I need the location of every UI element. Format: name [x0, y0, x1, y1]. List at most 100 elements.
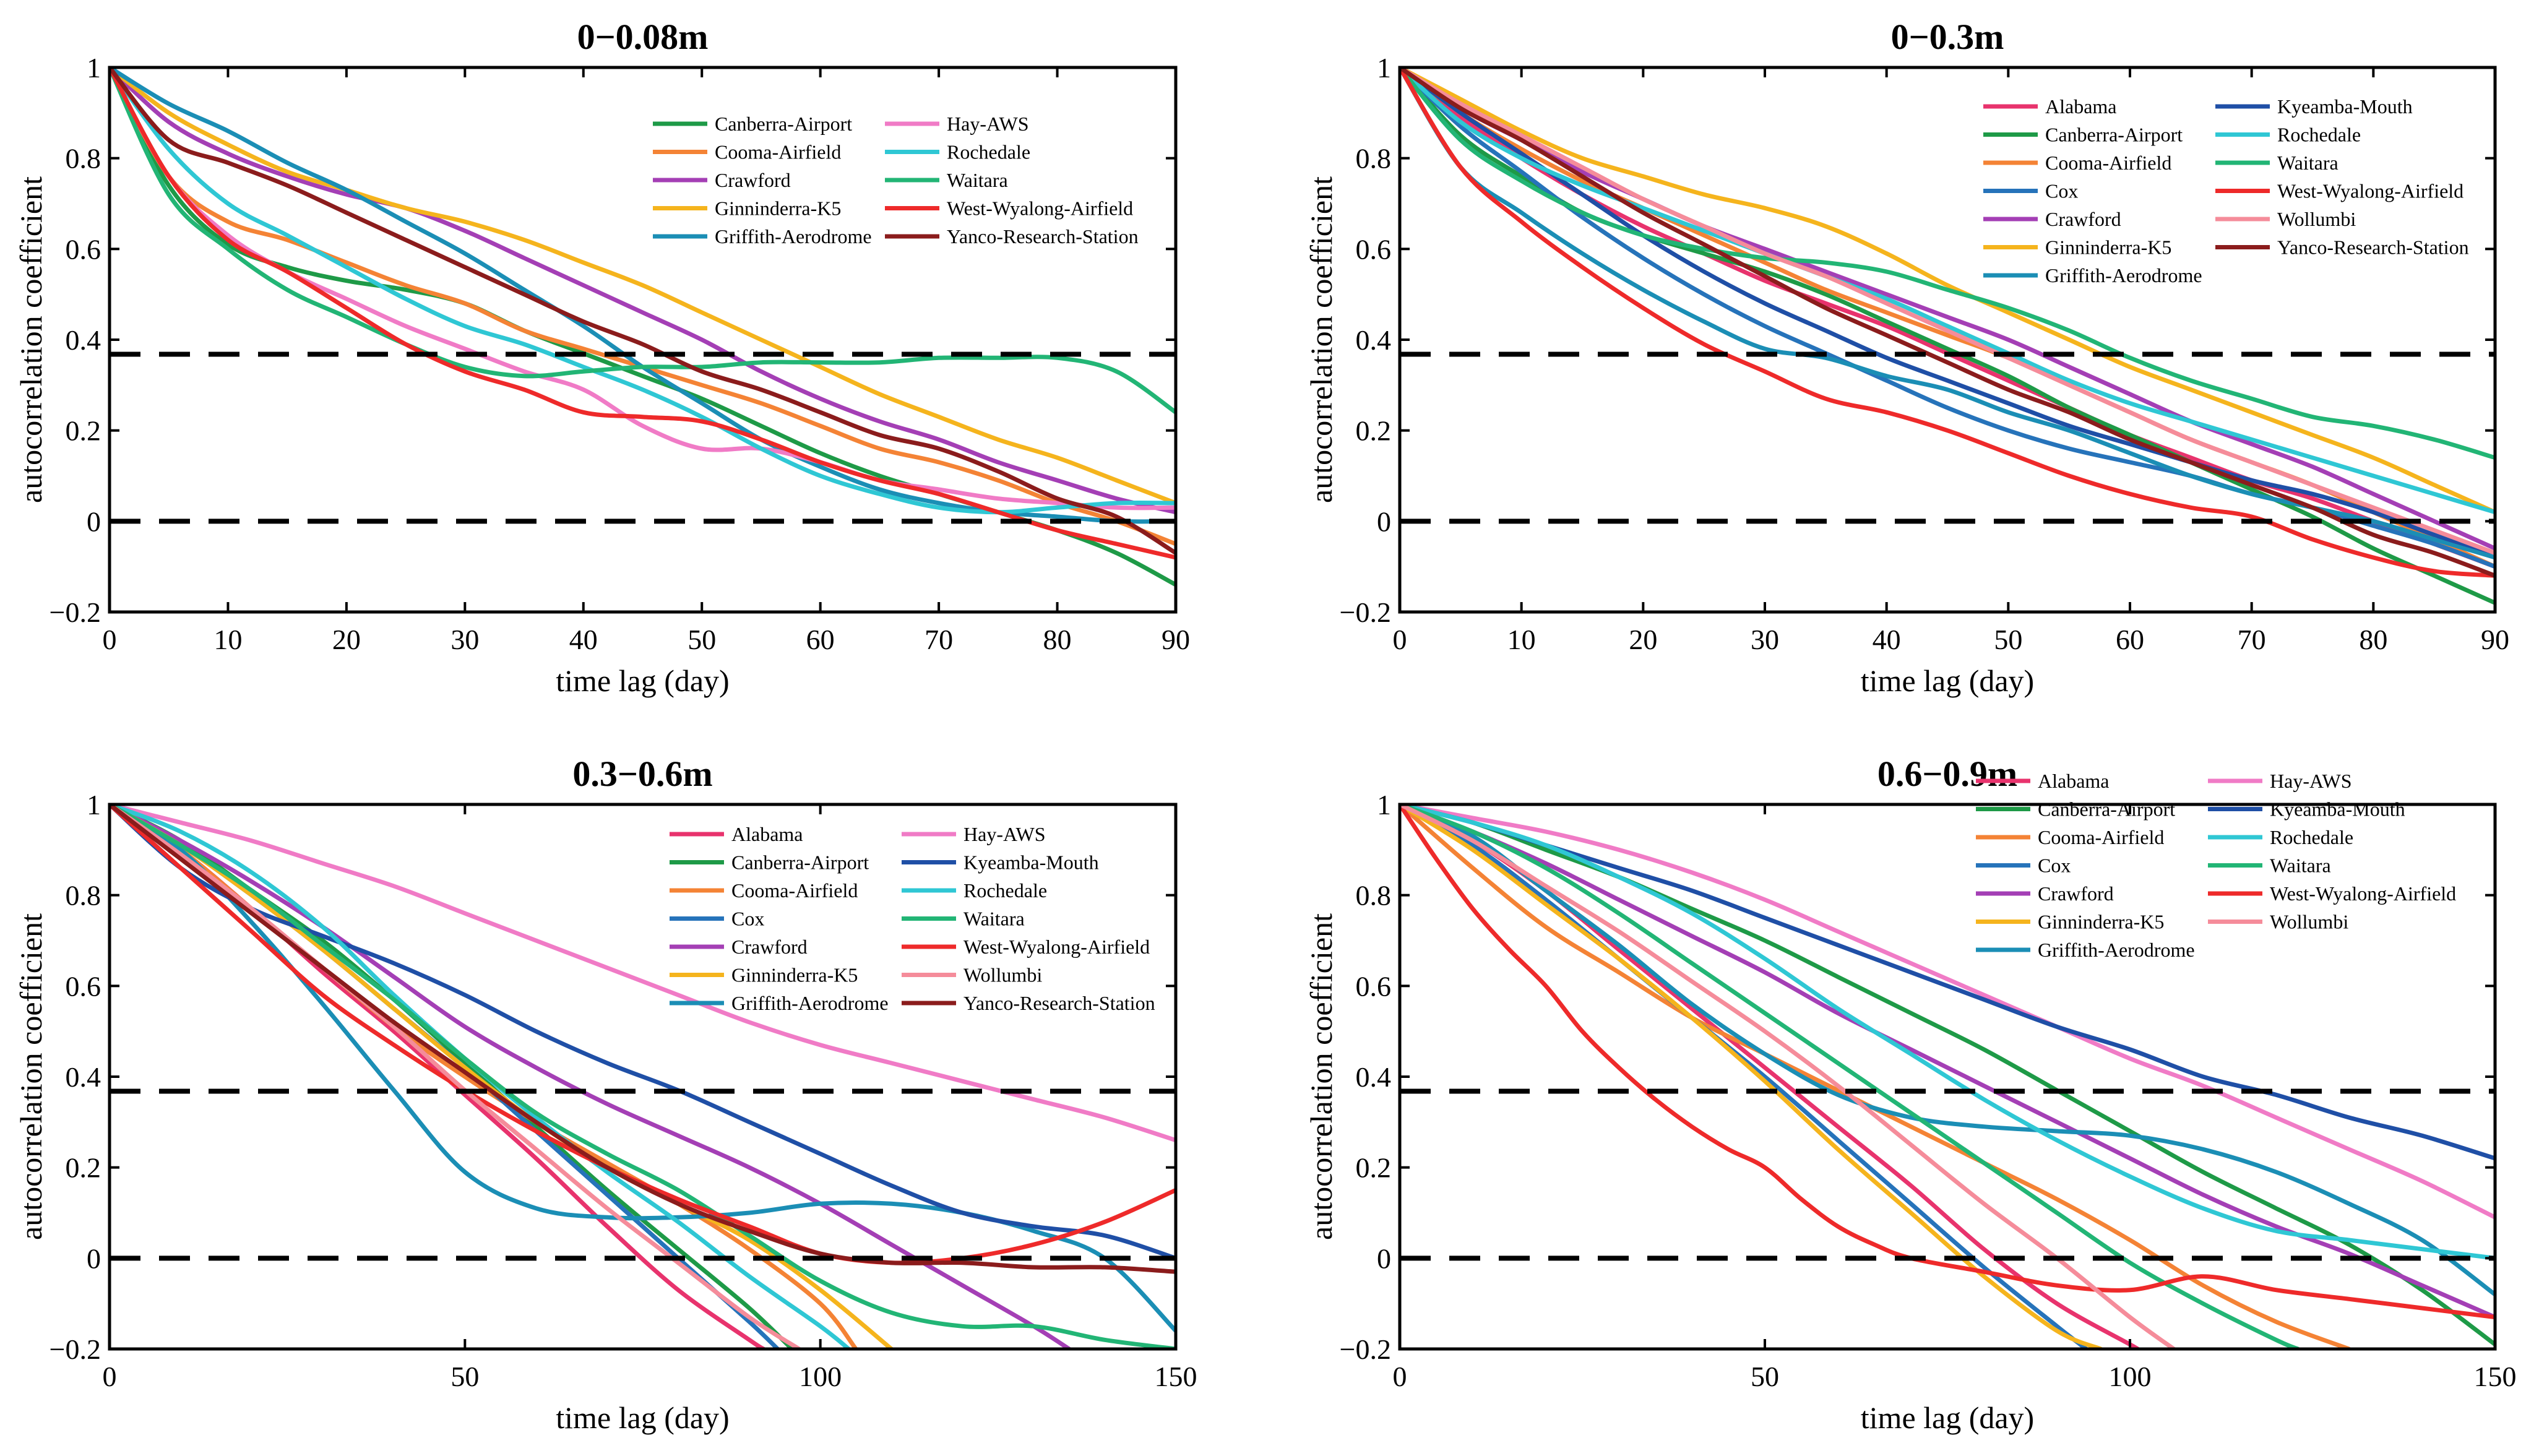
- y-tick-label: 0: [1377, 1243, 1391, 1274]
- x-tick-label: 60: [806, 624, 835, 655]
- series-line-rochedale: [1400, 67, 2495, 515]
- legend-entry: Hay-AWS: [2270, 770, 2352, 792]
- legend-entry: Kyeamba-Mouth: [2270, 798, 2405, 821]
- legend-entry: Canberra-Airport: [715, 113, 852, 135]
- y-tick-label: −0.2: [50, 1333, 101, 1365]
- legend-entry: Alabama: [2045, 95, 2117, 118]
- series-line-kyeamba-mouth: [110, 804, 1176, 1260]
- series-line-crawford: [1400, 804, 2495, 1320]
- y-tick-label: 0.2: [1356, 415, 1392, 447]
- y-tick-label: 0.6: [1356, 970, 1392, 1002]
- legend-entry: Alabama: [2038, 770, 2110, 792]
- legend-entry: West-Wyalong-Airfield: [963, 936, 1150, 958]
- series-line-alabama: [1400, 804, 2140, 1349]
- series-line-canberra-airport: [1400, 804, 2495, 1347]
- y-tick-label: 0.2: [1356, 1152, 1392, 1184]
- legend-entry: Cooma-Airfield: [2038, 826, 2164, 848]
- x-tick-label: 30: [1751, 624, 1779, 655]
- legend-entry: Canberra-Airport: [2045, 124, 2183, 146]
- y-tick-label: 0.2: [66, 415, 101, 447]
- series-group: [1400, 67, 2495, 605]
- x-tick-label: 60: [2116, 624, 2144, 655]
- legend-entry: Waitara: [963, 908, 1025, 930]
- y-tick-label: 0.4: [1356, 1061, 1392, 1093]
- series-line-ginninderra-k5: [1400, 67, 2495, 515]
- x-tick-label: 10: [213, 624, 242, 655]
- legend-entry: Cooma-Airfield: [731, 879, 858, 902]
- y-tick-label: 0.6: [66, 970, 101, 1002]
- legend-entry: Rochedale: [963, 879, 1047, 902]
- chart-panel-2: 0−0.3m0 10 20 30 40 50 60 70 80 90−0.200.20.40.60…: [1304, 17, 2509, 698]
- x-tick-label: 100: [2109, 1361, 2152, 1392]
- y-tick-label: 0.6: [66, 233, 101, 265]
- x-tick-label: 20: [1629, 624, 1657, 655]
- legend-entry: Rochedale: [2270, 826, 2353, 848]
- series-line-waitara: [1400, 804, 2300, 1349]
- legend-entry: Griffith-Aerodrome: [2045, 264, 2202, 286]
- legend-entry: Canberra-Airport: [2038, 798, 2175, 821]
- series-line-ginninderra-k5: [110, 67, 1176, 506]
- y-tick-label: 0: [87, 1243, 101, 1274]
- series-line-west-wyalong-airfield: [1400, 804, 2495, 1320]
- legend-entry: Griffith-Aerodrome: [731, 992, 889, 1014]
- y-tick-label: 0.4: [66, 324, 101, 356]
- legend-entry: Griffith-Aerodrome: [715, 225, 872, 248]
- legend-entry: Griffith-Aerodrome: [2038, 939, 2195, 961]
- series-line-crawford: [1400, 67, 2495, 551]
- series-line-rochedale: [1400, 804, 2495, 1260]
- y-tick-label: 0.2: [66, 1152, 101, 1184]
- series-line-cox: [1400, 804, 2088, 1349]
- y-tick-label: 1: [1377, 789, 1391, 821]
- y-tick-label: 0.6: [1356, 233, 1392, 265]
- legend-entry: Yanco-Research-Station: [947, 225, 1139, 248]
- y-axis-label: autocorrelation coefficient: [1304, 176, 1338, 503]
- legend-entry: Cooma-Airfield: [2045, 152, 2171, 174]
- chart-title: 0.6−0.9m: [1877, 754, 2017, 794]
- legend-entry: Crawford: [731, 936, 808, 958]
- x-tick-label: 50: [1994, 624, 2022, 655]
- series-line-griffith-aerodrome: [1400, 804, 2495, 1297]
- x-axis-label: time lag (day): [556, 1400, 729, 1435]
- legend: Alabama Canberra-Airport Cooma-Airfield Cox…: [1983, 95, 2469, 286]
- y-tick-label: 0.8: [1356, 143, 1392, 174]
- y-tick-label: 1: [1377, 52, 1391, 84]
- legend-entry: West-Wyalong-Airfield: [2277, 180, 2463, 202]
- legend-entry: Kyeamba-Mouth: [963, 851, 1099, 874]
- x-tick-label: 30: [450, 624, 479, 655]
- legend: Alabama Canberra-Airport Cooma-Airfield Cox…: [670, 823, 1155, 1014]
- legend-entry: Ginninderra-K5: [731, 964, 858, 986]
- x-axis-label: time lag (day): [556, 663, 729, 698]
- chart-title: 0−0.08m: [577, 17, 709, 57]
- legend-entry: Yanco-Research-Station: [2277, 236, 2469, 259]
- x-tick-label: 10: [1507, 624, 1536, 655]
- y-tick-label: 0.4: [66, 1061, 101, 1093]
- legend-entry: Cox: [731, 908, 764, 930]
- x-tick-label: 90: [2481, 624, 2509, 655]
- series-line-crawford: [110, 804, 1072, 1349]
- x-tick-label: 150: [2474, 1361, 2517, 1392]
- y-tick-label: −0.2: [1340, 1333, 1391, 1365]
- series-line-yanco-research-station: [110, 804, 1176, 1274]
- legend: Alabama Canberra-Airport Cooma-Airfield Cox…: [1976, 770, 2456, 961]
- series-line-kyeamba-mouth: [1400, 67, 2495, 556]
- legend-entry: Cox: [2045, 180, 2078, 202]
- legend-entry: Crawford: [2038, 882, 2114, 905]
- legend-entry: Waitara: [2270, 855, 2331, 877]
- chart-panel-3: 0.3−0.6m0 50 100 150−0.200.20.40.60.81time …: [14, 754, 1197, 1435]
- series-line-ginninderra-k5: [1400, 804, 2103, 1349]
- x-tick-label: 0: [103, 1361, 117, 1392]
- series-line-yanco-research-station: [110, 67, 1176, 556]
- series-group: [1400, 804, 2495, 1349]
- legend-entry: Crawford: [715, 169, 791, 191]
- legend-entry: Wollumbi: [2277, 208, 2356, 230]
- y-axis-label: autocorrelation coefficient: [14, 176, 48, 503]
- y-tick-label: 0.8: [1356, 880, 1392, 911]
- y-tick-label: 0.8: [66, 143, 101, 174]
- y-tick-label: 0.4: [1356, 324, 1392, 356]
- series-line-waitara: [1400, 67, 2495, 460]
- y-tick-label: −0.2: [1340, 597, 1391, 628]
- y-tick-label: 0.8: [66, 880, 101, 911]
- series-line-hay-aws: [110, 804, 1176, 1143]
